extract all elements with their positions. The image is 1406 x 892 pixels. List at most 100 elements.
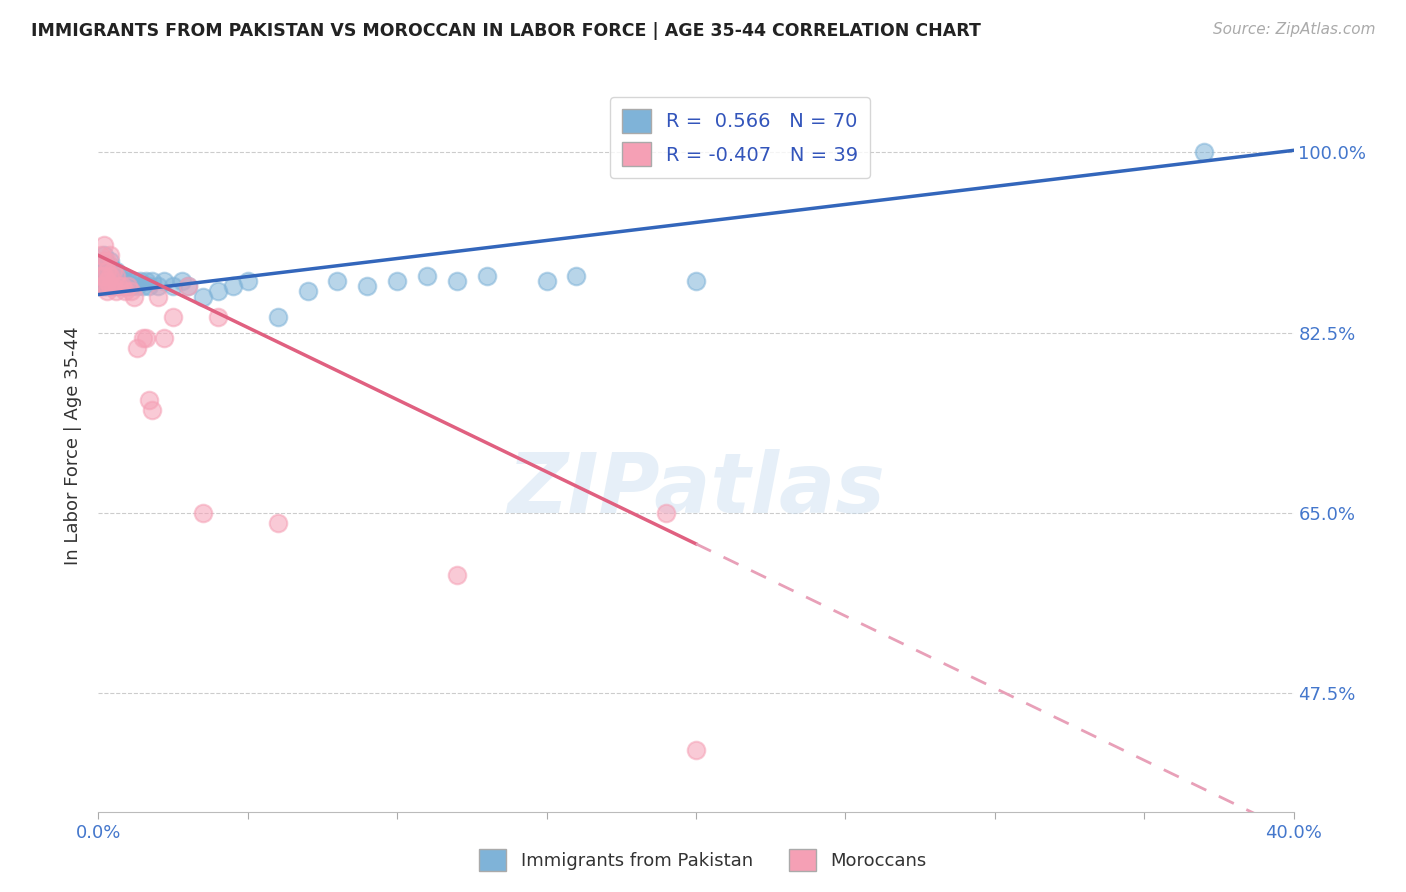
Point (124, 274, 146, 288)
Point (267, 516, 290, 531)
Point (127, 341, 149, 355)
Point (105, 264, 128, 278)
Point (117, 279, 139, 293)
Legend: Immigrants from Pakistan, Moroccans: Immigrants from Pakistan, Moroccans (472, 842, 934, 879)
Point (98, 248, 122, 262)
Point (326, 274, 349, 288)
Point (90, 248, 112, 262)
Point (114, 279, 136, 293)
Point (148, 279, 170, 293)
Point (124, 290, 146, 304)
Point (120, 279, 142, 293)
Point (111, 268, 134, 283)
Point (108, 274, 131, 288)
Point (236, 274, 259, 288)
Point (96, 274, 118, 288)
Point (129, 274, 152, 288)
Point (135, 274, 157, 288)
Point (96, 268, 118, 283)
Point (103, 264, 125, 278)
Point (96, 285, 118, 299)
Point (93, 279, 115, 293)
Point (117, 279, 139, 293)
Point (446, 274, 468, 288)
Point (297, 285, 319, 299)
Point (93, 248, 115, 262)
Point (536, 274, 558, 288)
Point (93, 238, 115, 252)
Point (108, 279, 131, 293)
Legend: R =  0.566   N = 70, R = -0.407   N = 39: R = 0.566 N = 70, R = -0.407 N = 39 (610, 97, 870, 178)
Point (177, 279, 200, 293)
Point (135, 331, 157, 345)
Point (103, 268, 125, 283)
Point (114, 285, 136, 299)
Point (222, 279, 245, 293)
Point (96, 264, 118, 278)
Point (90, 264, 112, 278)
Y-axis label: In Labor Force | Age 35-44: In Labor Force | Age 35-44 (65, 326, 83, 566)
Point (103, 279, 125, 293)
Point (385, 274, 409, 288)
Point (141, 403, 163, 417)
Point (356, 279, 378, 293)
Point (93, 268, 115, 283)
Point (475, 268, 498, 283)
Point (93, 259, 115, 273)
Point (191, 506, 214, 520)
Point (685, 743, 707, 757)
Point (90, 279, 112, 293)
Point (685, 274, 707, 288)
Point (103, 279, 125, 293)
Point (98, 259, 122, 273)
Point (96, 264, 118, 278)
Point (172, 274, 194, 288)
Point (98, 274, 122, 288)
Point (148, 290, 170, 304)
Point (93, 253, 115, 268)
Point (90, 259, 112, 273)
Point (153, 331, 176, 345)
Point (177, 279, 200, 293)
Point (93, 264, 115, 278)
Point (1192, 145, 1215, 160)
Point (98, 268, 122, 283)
Point (267, 310, 290, 325)
Point (90, 274, 112, 288)
Point (98, 279, 122, 293)
Point (108, 279, 131, 293)
Point (93, 279, 115, 293)
Text: IMMIGRANTS FROM PAKISTAN VS MOROCCAN IN LABOR FORCE | AGE 35-44 CORRELATION CHAR: IMMIGRANTS FROM PAKISTAN VS MOROCCAN IN … (31, 22, 981, 40)
Point (105, 268, 128, 283)
Point (127, 279, 149, 293)
Point (93, 274, 115, 288)
Point (105, 274, 128, 288)
Point (103, 274, 125, 288)
Point (117, 274, 139, 288)
Point (138, 392, 160, 407)
Point (96, 279, 118, 293)
Point (207, 285, 229, 299)
Point (111, 279, 134, 293)
Point (90, 268, 112, 283)
Point (98, 253, 122, 268)
Point (446, 567, 468, 582)
Point (162, 279, 184, 293)
Point (141, 274, 163, 288)
Point (138, 279, 160, 293)
Point (132, 331, 155, 345)
Point (103, 264, 125, 278)
Point (93, 268, 115, 283)
Point (108, 268, 131, 283)
Point (105, 285, 128, 299)
Point (105, 279, 128, 293)
Point (98, 279, 122, 293)
Point (93, 253, 115, 268)
Point (565, 268, 588, 283)
Point (96, 259, 118, 273)
Point (162, 310, 184, 325)
Point (114, 274, 136, 288)
Point (153, 274, 176, 288)
Point (655, 506, 678, 520)
Point (111, 279, 134, 293)
